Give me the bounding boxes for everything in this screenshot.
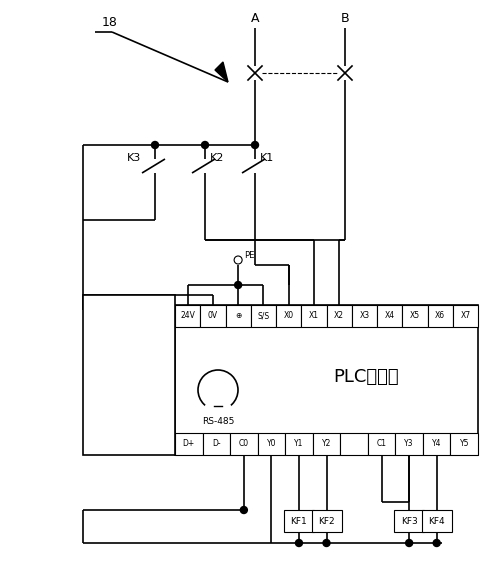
Text: Y3: Y3 <box>404 440 414 448</box>
Bar <box>175 305 478 455</box>
Bar <box>312 510 342 532</box>
Circle shape <box>234 282 242 289</box>
Text: KF1: KF1 <box>290 517 308 525</box>
Text: K3: K3 <box>127 153 142 163</box>
Bar <box>423 433 450 455</box>
Bar <box>251 305 276 327</box>
Text: RS-485: RS-485 <box>202 416 234 426</box>
Polygon shape <box>215 62 228 82</box>
Text: X3: X3 <box>360 311 370 321</box>
Bar <box>301 305 326 327</box>
Circle shape <box>252 142 258 149</box>
Text: S/S: S/S <box>258 311 270 321</box>
Text: X0: X0 <box>284 311 294 321</box>
Bar <box>450 433 478 455</box>
Text: Y0: Y0 <box>266 440 276 448</box>
Text: 24V: 24V <box>180 311 195 321</box>
Circle shape <box>152 142 158 149</box>
Text: Y4: Y4 <box>432 440 442 448</box>
Text: X5: X5 <box>410 311 420 321</box>
Circle shape <box>323 539 330 546</box>
Text: X7: X7 <box>460 311 470 321</box>
Circle shape <box>433 539 440 546</box>
Bar <box>175 433 203 455</box>
Bar <box>422 510 452 532</box>
Text: 18: 18 <box>102 16 118 29</box>
Text: Y5: Y5 <box>460 440 469 448</box>
Bar <box>402 305 427 327</box>
Text: C1: C1 <box>376 440 386 448</box>
Bar <box>226 305 251 327</box>
Circle shape <box>202 142 208 149</box>
Bar <box>276 305 301 327</box>
Bar <box>258 433 285 455</box>
Text: X4: X4 <box>384 311 394 321</box>
Bar <box>326 305 352 327</box>
Bar <box>352 305 377 327</box>
Text: D+: D+ <box>182 440 195 448</box>
Bar <box>428 305 453 327</box>
Text: X1: X1 <box>309 311 319 321</box>
Circle shape <box>296 539 302 546</box>
Text: X2: X2 <box>334 311 344 321</box>
Bar <box>340 433 368 455</box>
Text: PLC控制器: PLC控制器 <box>333 368 398 386</box>
Text: K2: K2 <box>210 153 224 163</box>
Circle shape <box>240 507 248 514</box>
Bar <box>83 295 175 455</box>
Text: K1: K1 <box>260 153 274 163</box>
Bar <box>453 305 478 327</box>
Text: X6: X6 <box>435 311 445 321</box>
Text: D-: D- <box>212 440 220 448</box>
Text: KF3: KF3 <box>401 517 417 525</box>
Text: B: B <box>340 12 349 24</box>
Bar <box>284 510 314 532</box>
Text: 0V: 0V <box>208 311 218 321</box>
Text: C0: C0 <box>239 440 249 448</box>
Text: Y2: Y2 <box>322 440 331 448</box>
Bar <box>377 305 402 327</box>
Bar <box>394 510 424 532</box>
Bar <box>396 433 423 455</box>
Bar <box>368 433 396 455</box>
Text: Y1: Y1 <box>294 440 304 448</box>
Text: ⊕: ⊕ <box>235 311 242 321</box>
Bar <box>285 433 312 455</box>
Bar <box>202 433 230 455</box>
Text: KF2: KF2 <box>318 517 335 525</box>
Text: PE: PE <box>244 251 254 259</box>
Bar <box>230 433 258 455</box>
Text: KF4: KF4 <box>428 517 445 525</box>
Bar <box>312 433 340 455</box>
Circle shape <box>406 539 412 546</box>
Bar <box>200 305 226 327</box>
Text: A: A <box>251 12 259 24</box>
Bar <box>175 305 200 327</box>
